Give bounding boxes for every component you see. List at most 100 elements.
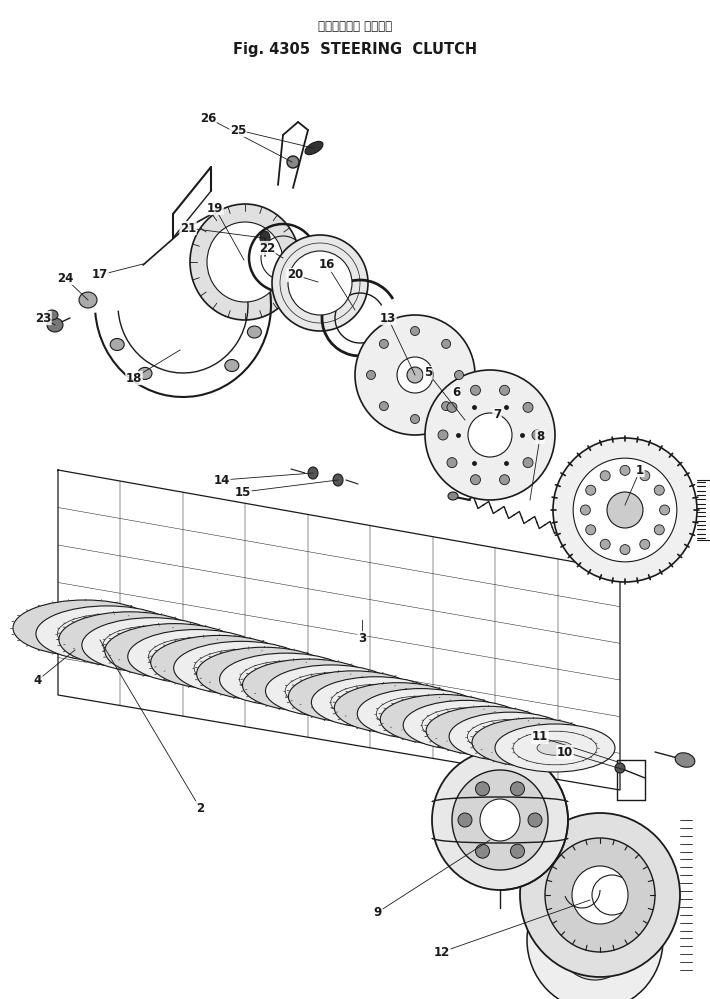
Text: 12: 12 bbox=[434, 945, 450, 958]
Ellipse shape bbox=[326, 685, 381, 707]
Ellipse shape bbox=[426, 706, 550, 755]
Ellipse shape bbox=[236, 662, 293, 685]
Ellipse shape bbox=[417, 709, 469, 730]
Ellipse shape bbox=[47, 318, 63, 332]
Text: 9: 9 bbox=[374, 905, 382, 918]
Ellipse shape bbox=[553, 438, 697, 582]
Ellipse shape bbox=[146, 639, 204, 662]
Ellipse shape bbox=[105, 623, 244, 678]
Text: 11: 11 bbox=[532, 730, 548, 743]
Ellipse shape bbox=[312, 683, 351, 698]
Ellipse shape bbox=[620, 466, 630, 476]
Ellipse shape bbox=[458, 813, 472, 827]
Ellipse shape bbox=[190, 204, 300, 320]
Ellipse shape bbox=[288, 251, 352, 315]
Ellipse shape bbox=[86, 625, 129, 642]
Ellipse shape bbox=[82, 617, 222, 672]
Text: 2: 2 bbox=[196, 801, 204, 814]
Ellipse shape bbox=[675, 753, 695, 767]
Text: 14: 14 bbox=[214, 474, 230, 487]
Text: 24: 24 bbox=[57, 272, 73, 285]
Ellipse shape bbox=[197, 647, 332, 700]
Ellipse shape bbox=[13, 600, 157, 656]
Text: 5: 5 bbox=[424, 367, 432, 380]
Ellipse shape bbox=[379, 402, 388, 411]
Ellipse shape bbox=[305, 142, 323, 155]
Ellipse shape bbox=[287, 156, 299, 168]
Ellipse shape bbox=[447, 458, 457, 468]
Ellipse shape bbox=[138, 368, 152, 380]
Text: 23: 23 bbox=[35, 312, 51, 325]
Ellipse shape bbox=[495, 724, 615, 772]
Ellipse shape bbox=[333, 474, 343, 486]
Ellipse shape bbox=[520, 813, 680, 977]
Ellipse shape bbox=[407, 367, 423, 383]
Ellipse shape bbox=[334, 682, 462, 733]
Ellipse shape bbox=[100, 627, 160, 651]
Ellipse shape bbox=[480, 799, 520, 841]
Ellipse shape bbox=[425, 370, 555, 500]
Ellipse shape bbox=[366, 371, 376, 380]
Ellipse shape bbox=[379, 340, 388, 349]
Ellipse shape bbox=[507, 732, 558, 752]
Ellipse shape bbox=[528, 813, 542, 827]
Ellipse shape bbox=[357, 688, 484, 739]
Ellipse shape bbox=[462, 720, 514, 741]
Ellipse shape bbox=[620, 544, 630, 554]
Ellipse shape bbox=[557, 900, 633, 980]
Ellipse shape bbox=[500, 386, 510, 396]
Ellipse shape bbox=[468, 413, 512, 457]
Ellipse shape bbox=[447, 717, 484, 732]
Text: 4: 4 bbox=[34, 673, 42, 686]
Text: 7: 7 bbox=[493, 409, 501, 422]
Text: 19: 19 bbox=[207, 202, 223, 215]
Ellipse shape bbox=[655, 524, 665, 534]
Ellipse shape bbox=[523, 403, 533, 413]
Ellipse shape bbox=[266, 665, 397, 716]
Ellipse shape bbox=[272, 235, 368, 331]
Ellipse shape bbox=[447, 403, 457, 413]
Ellipse shape bbox=[207, 222, 283, 302]
Ellipse shape bbox=[371, 697, 425, 718]
Ellipse shape bbox=[586, 486, 596, 496]
Ellipse shape bbox=[572, 866, 628, 924]
Text: 26: 26 bbox=[200, 112, 216, 125]
Ellipse shape bbox=[655, 486, 665, 496]
Ellipse shape bbox=[454, 371, 464, 380]
Text: 1: 1 bbox=[636, 464, 644, 477]
Text: Fig. 4305  STEERING  CLUTCH: Fig. 4305 STEERING CLUTCH bbox=[233, 42, 477, 57]
Ellipse shape bbox=[151, 635, 288, 689]
Ellipse shape bbox=[243, 659, 375, 711]
Ellipse shape bbox=[438, 430, 448, 440]
Ellipse shape bbox=[131, 637, 173, 653]
Ellipse shape bbox=[432, 750, 568, 890]
Text: 17: 17 bbox=[92, 269, 108, 282]
Ellipse shape bbox=[586, 524, 596, 534]
Ellipse shape bbox=[600, 471, 610, 481]
Ellipse shape bbox=[46, 310, 58, 320]
Ellipse shape bbox=[640, 539, 650, 549]
Ellipse shape bbox=[532, 430, 542, 440]
Ellipse shape bbox=[381, 694, 506, 744]
Ellipse shape bbox=[573, 459, 677, 561]
Ellipse shape bbox=[448, 492, 458, 500]
Text: 6: 6 bbox=[452, 387, 460, 400]
Text: 20: 20 bbox=[287, 269, 303, 282]
Ellipse shape bbox=[281, 674, 337, 696]
Ellipse shape bbox=[471, 386, 481, 396]
Ellipse shape bbox=[36, 606, 179, 661]
Ellipse shape bbox=[580, 505, 591, 515]
Text: 8: 8 bbox=[536, 431, 544, 444]
Ellipse shape bbox=[600, 539, 610, 549]
Ellipse shape bbox=[222, 660, 262, 676]
Ellipse shape bbox=[527, 870, 663, 999]
Text: 16: 16 bbox=[319, 259, 335, 272]
Ellipse shape bbox=[640, 471, 650, 481]
Ellipse shape bbox=[356, 694, 395, 710]
Ellipse shape bbox=[410, 415, 420, 424]
Ellipse shape bbox=[607, 492, 643, 528]
Ellipse shape bbox=[355, 315, 475, 435]
Ellipse shape bbox=[260, 231, 270, 245]
Ellipse shape bbox=[312, 676, 440, 728]
Ellipse shape bbox=[397, 357, 433, 393]
